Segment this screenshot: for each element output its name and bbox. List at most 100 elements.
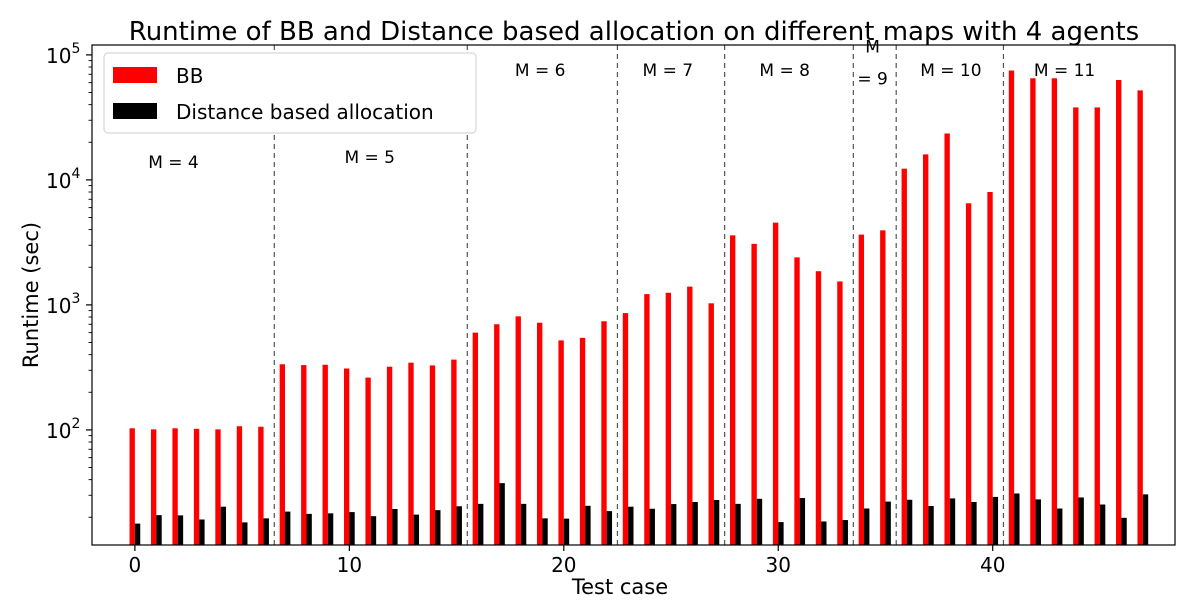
bb-bar-1 <box>150 429 157 545</box>
x-tick-label-0: 0 <box>129 553 142 577</box>
distance-bar-40 <box>992 496 999 545</box>
distance-bar-47 <box>1142 494 1149 545</box>
distance-bar-41 <box>1014 493 1020 545</box>
y-tick-label-3: 103 <box>46 291 80 318</box>
distance-bar-17 <box>499 483 505 545</box>
distance-bar-10 <box>349 512 355 545</box>
bb-bar-12 <box>386 366 393 545</box>
legend-box <box>103 52 477 134</box>
bb-bar-20 <box>558 340 564 545</box>
plot-frame <box>91 44 1176 546</box>
bb-bar-33 <box>837 281 843 545</box>
map-size-annotation-6: = 9 <box>857 69 887 89</box>
x-tick-label-10: 10 <box>337 553 362 577</box>
distance-bar-4 <box>220 506 227 545</box>
distance-bar-30 <box>778 522 784 545</box>
x-tick-label-20: 20 <box>551 553 576 577</box>
bb-bar-45 <box>1094 107 1100 546</box>
bb-bar-34 <box>858 234 865 546</box>
chart-title: Runtime of BB and Distance based allocat… <box>129 17 1139 47</box>
bb-bar-2 <box>172 428 178 545</box>
y-tick-label-5: 105 <box>46 41 80 68</box>
legend-label-bb: BB <box>176 64 203 88</box>
distance-bar-2 <box>177 515 184 545</box>
bb-bar-0 <box>129 428 135 545</box>
bb-bar-15 <box>451 359 457 545</box>
bb-bar-46 <box>1116 79 1122 545</box>
bb-bar-24 <box>644 294 650 545</box>
bb-bar-43 <box>1051 78 1058 545</box>
y-tick-label-4: 104 <box>46 166 80 193</box>
bb-bar-36 <box>901 168 907 545</box>
distance-bar-31 <box>799 498 806 545</box>
bb-bar-19 <box>537 322 543 545</box>
bb-bar-35 <box>880 230 886 545</box>
distance-bar-8 <box>306 513 312 545</box>
distance-bar-32 <box>821 521 827 545</box>
map-size-annotation-3: M = 7 <box>643 61 694 81</box>
distance-bar-3 <box>199 519 205 545</box>
map-size-annotation-7: M = 10 <box>920 61 981 81</box>
distance-bar-36 <box>906 499 913 545</box>
bb-bar-30 <box>772 222 779 545</box>
bb-bar-18 <box>515 316 521 545</box>
distance-bar-45 <box>1099 504 1106 545</box>
bb-bar-7 <box>279 364 286 545</box>
bb-bar-29 <box>751 243 757 545</box>
distance-bar-11 <box>370 516 377 545</box>
distance-bar-46 <box>1121 517 1127 545</box>
x-tick-label-30: 30 <box>766 553 791 577</box>
bb-bar-39 <box>965 203 972 545</box>
distance-bar-39 <box>971 501 977 545</box>
distance-bar-6 <box>263 518 269 545</box>
distance-bar-42 <box>1035 499 1041 545</box>
bb-bar-8 <box>301 365 307 545</box>
distance-bar-14 <box>435 510 441 545</box>
map-size-annotation-1: M = 5 <box>344 148 395 168</box>
bb-bar-21 <box>579 337 586 545</box>
x-axis-label: Test case <box>571 575 668 599</box>
bb-bar-16 <box>472 332 479 545</box>
bb-bar-41 <box>1008 70 1015 545</box>
distance-bar-35 <box>885 501 891 545</box>
bb-bar-42 <box>1030 78 1036 545</box>
map-size-annotation-8: M = 11 <box>1034 61 1095 81</box>
bb-bar-23 <box>622 313 629 545</box>
distance-bar-18 <box>520 503 527 545</box>
distance-bar-37 <box>928 506 934 545</box>
distance-bar-38 <box>949 498 956 545</box>
bb-bar-26 <box>687 286 693 545</box>
distance-bar-34 <box>864 508 870 545</box>
bb-bar-47 <box>1137 90 1143 546</box>
distance-bar-16 <box>478 503 484 545</box>
distance-bar-0 <box>134 523 141 545</box>
distance-bar-1 <box>156 515 162 545</box>
bb-bar-31 <box>794 257 800 545</box>
bb-bar-40 <box>987 192 993 545</box>
annotations-group: M = 4 M = 5 M = 6 M = 7 M = 8 M = 9 M = 10 M = 1… <box>148 37 1095 173</box>
legend-label-distance: Distance based allocation <box>176 100 434 124</box>
bb-bar-22 <box>601 321 607 545</box>
bb-bar-3 <box>193 428 200 545</box>
bb-bar-4 <box>215 429 221 545</box>
legend: BB Distance based allocation <box>103 52 477 134</box>
bb-bar-32 <box>815 271 822 545</box>
bb-bar-38 <box>944 133 950 545</box>
distance-bar-33 <box>842 520 848 545</box>
bb-bar-13 <box>408 362 414 545</box>
bars-group <box>129 70 1149 546</box>
x-axis-ticks: 0 10 20 30 40 <box>129 545 1005 577</box>
bb-bar-27 <box>708 303 714 545</box>
map-size-annotation-0: M = 4 <box>148 153 199 173</box>
bb-bar-9 <box>322 364 328 545</box>
distance-bar-15 <box>456 506 462 545</box>
bb-bar-5 <box>236 426 243 545</box>
x-tick-label-40: 40 <box>980 553 1005 577</box>
distance-bar-23 <box>628 506 634 545</box>
map-size-annotation-2: M = 6 <box>515 61 566 81</box>
distance-bar-26 <box>692 501 698 545</box>
distance-bar-5 <box>242 522 248 545</box>
bb-bar-37 <box>923 154 929 545</box>
bb-bar-10 <box>343 368 350 545</box>
